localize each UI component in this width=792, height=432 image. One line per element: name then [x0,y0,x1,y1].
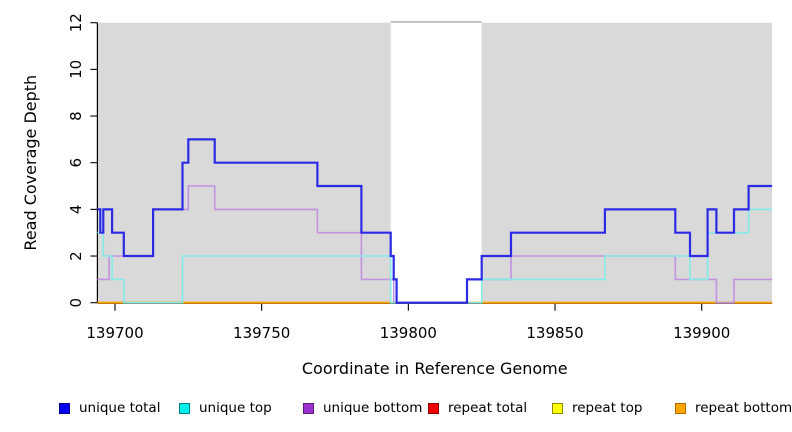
legend-swatch-repeat-top [552,402,563,414]
legend-label: repeat total [448,400,528,416]
x-tick-label: 139800 [380,324,437,342]
legend-label: unique total [79,400,161,416]
legend-label: unique top [199,400,272,416]
y-tick-label: 10 [67,60,85,79]
x-tick-label: 139750 [233,324,290,342]
x-tick-label: 139700 [86,324,143,342]
legend-swatch-unique-top [179,402,190,414]
chart-legend: unique total unique top unique bottom repea… [0,399,792,421]
x-axis-title: Coordinate in Reference Genome [302,359,568,378]
y-tick-label: 8 [67,111,85,121]
legend-item-unique-bottom: unique bottom [303,399,422,417]
legend-label: repeat bottom [695,400,792,416]
x-tick-label: 139850 [526,324,583,342]
y-tick-label: 2 [67,251,85,261]
legend-label: unique bottom [323,400,423,416]
legend-item-repeat-bottom: repeat bottom [675,399,792,417]
legend-swatch-unique-total [59,402,70,414]
legend-swatch-unique-bottom [303,402,314,414]
legend-label: repeat top [572,400,643,416]
y-tick-label: 12 [67,13,85,32]
legend-swatch-repeat-bottom [675,402,686,414]
series-line-unique-total [97,138,773,304]
legend-item-unique-top: unique top [179,399,272,417]
y-tick-label: 0 [67,298,85,308]
legend-item-repeat-total: repeat total [428,399,527,417]
legend-item-repeat-top: repeat top [552,399,642,417]
legend-item-unique-total: unique total [59,399,160,417]
y-axis-title: Read Coverage Depth [21,75,40,251]
zero-coverage-band [390,21,482,303]
legend-swatch-repeat-total [428,402,439,414]
y-tick-label: 4 [67,205,85,215]
y-tick-label: 6 [67,158,85,168]
x-tick-label: 139900 [673,324,730,342]
